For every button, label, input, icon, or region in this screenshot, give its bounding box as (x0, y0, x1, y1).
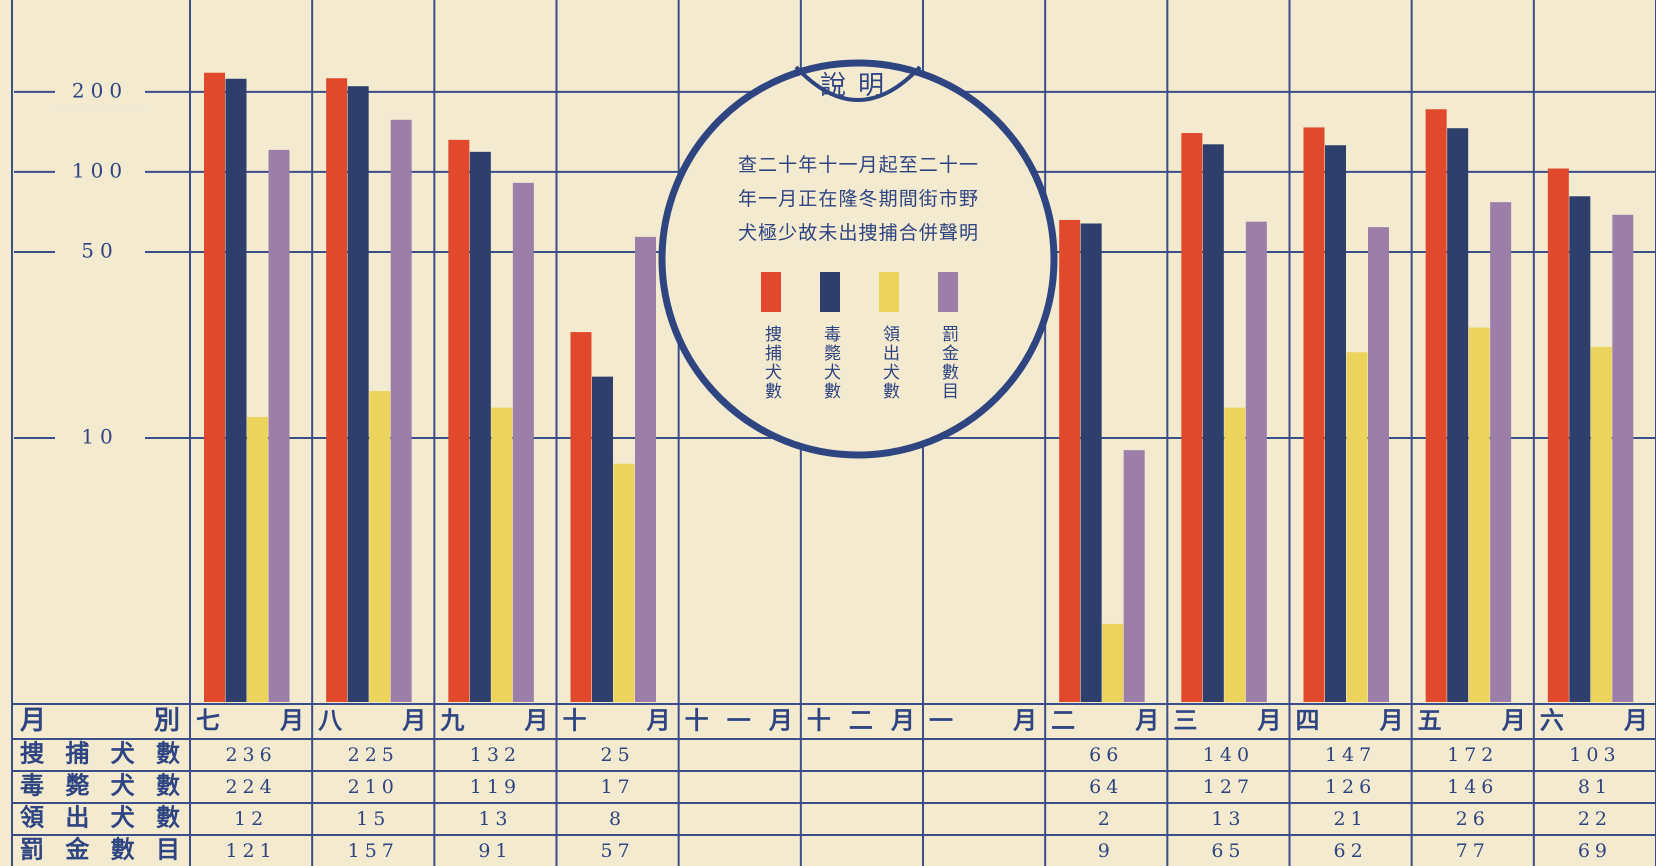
table-value: 13 (478, 808, 512, 830)
legend-label: 捜捕犬數 (761, 325, 782, 401)
bar (204, 72, 225, 702)
bar (1590, 346, 1612, 702)
table-value: 103 (1569, 744, 1620, 766)
tick-label-bg (55, 77, 145, 106)
bar (347, 86, 369, 702)
table-value: 225 (348, 744, 399, 766)
bar (1245, 221, 1267, 703)
table-value: 13 (1211, 808, 1245, 830)
bar (1368, 227, 1389, 702)
x-tick-label: 十二月 (807, 706, 915, 735)
legend-swatch (938, 272, 958, 312)
table-value: 157 (348, 840, 399, 862)
bar (268, 149, 290, 703)
table-value: 210 (348, 776, 399, 798)
table-value: 26 (1456, 808, 1490, 830)
table-value: 81 (1578, 776, 1612, 798)
table-value: 172 (1447, 744, 1498, 766)
bar (1325, 145, 1346, 702)
bar (1569, 196, 1591, 702)
bar (225, 78, 247, 702)
table-value: 121 (225, 840, 276, 862)
table-value: 64 (1089, 776, 1123, 798)
table-value: 236 (225, 744, 276, 766)
table-value: 147 (1325, 744, 1376, 766)
bar (491, 407, 513, 702)
bar (512, 182, 534, 703)
bar (469, 151, 491, 703)
bar (1612, 214, 1634, 702)
table-value: 57 (600, 840, 634, 862)
bar (448, 139, 470, 702)
bar (1547, 168, 1569, 702)
table-value: 146 (1447, 776, 1498, 798)
bar (1490, 202, 1512, 702)
table-value: 8 (609, 808, 626, 830)
bar (1425, 109, 1447, 703)
table-value: 21 (1333, 808, 1367, 830)
bar (1102, 623, 1124, 702)
bar (592, 376, 613, 702)
legend-circle (658, 59, 1058, 459)
bar (369, 391, 391, 702)
bar (1447, 128, 1469, 702)
bar (326, 78, 348, 702)
y-tick-label: 100 (72, 158, 128, 182)
bar (1181, 133, 1203, 702)
legend-label: 罰金數目 (938, 325, 959, 401)
bar (1080, 223, 1102, 703)
bar (570, 332, 592, 702)
y-tick-label: 10 (81, 424, 118, 448)
table-value: 25 (600, 744, 634, 766)
bar (1202, 144, 1224, 703)
table-value: 17 (600, 776, 634, 798)
table-value: 62 (1333, 840, 1367, 862)
tick-label-bg (55, 423, 145, 452)
legend-title: 說明 (820, 71, 896, 101)
table-value: 65 (1211, 840, 1245, 862)
bar (1468, 327, 1490, 702)
bar (1303, 127, 1325, 702)
legend-text: 年一月正在隆冬期間街市野 (738, 188, 978, 210)
table-value: 91 (478, 840, 512, 862)
table-value: 77 (1456, 840, 1490, 862)
bar (635, 236, 656, 702)
table-value: 15 (356, 808, 390, 830)
bar (613, 463, 635, 702)
tick-label-bg (55, 157, 145, 186)
table-value: 9 (1098, 840, 1115, 862)
legend-text: 犬極少故未出捜捕合併聲明 (738, 222, 978, 244)
legend-swatch (879, 272, 899, 312)
bar (390, 119, 412, 702)
tick-label-bg (55, 238, 145, 267)
bar (1123, 450, 1145, 702)
bar (247, 416, 268, 702)
legend-text: 查二十年十一月起至二十一 (738, 154, 978, 176)
table-value: 224 (225, 776, 276, 798)
bar (1059, 219, 1081, 702)
table-value: 132 (470, 744, 521, 766)
table-value: 127 (1203, 776, 1254, 798)
table-value: 126 (1325, 776, 1376, 798)
table-value: 22 (1578, 808, 1612, 830)
y-tick-label: 50 (81, 239, 118, 263)
table-value: 2 (1098, 808, 1115, 830)
legend-label: 毒斃犬數 (820, 325, 841, 401)
bar (1224, 407, 1246, 702)
x-tick-label: 十一月 (685, 706, 793, 735)
y-tick-label: 200 (72, 78, 128, 102)
table-value: 140 (1203, 744, 1254, 766)
legend-swatch (820, 272, 840, 312)
legend-label: 領出犬數 (879, 325, 900, 401)
legend-title-arch (794, 65, 922, 102)
table-value: 66 (1089, 744, 1123, 766)
bar (1346, 352, 1368, 702)
table-value: 119 (470, 776, 521, 798)
table-value: 12 (234, 808, 268, 830)
table-value: 69 (1578, 840, 1612, 862)
legend-swatch (761, 272, 781, 312)
